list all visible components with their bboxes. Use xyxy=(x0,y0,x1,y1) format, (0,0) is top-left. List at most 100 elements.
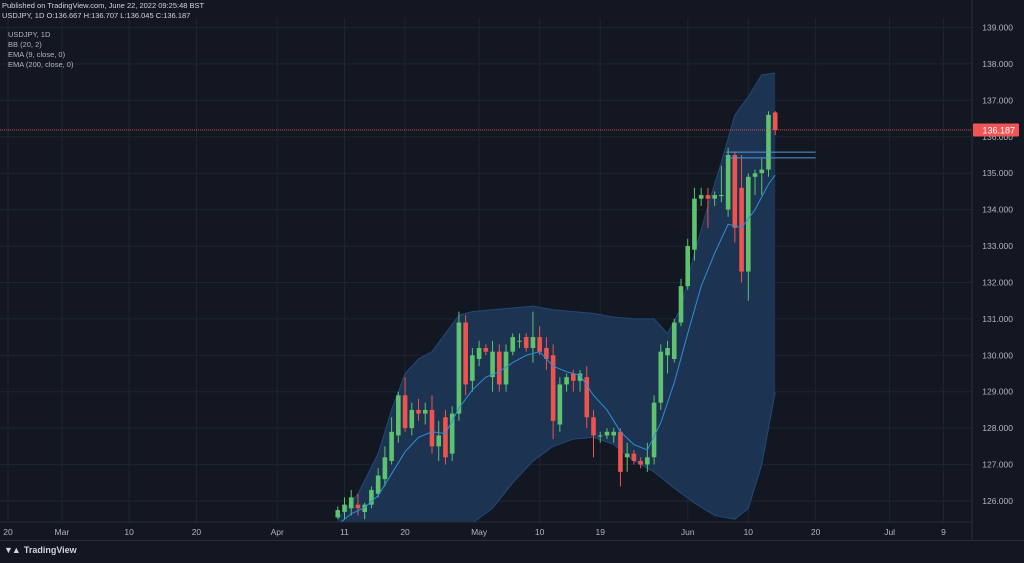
candle-94 xyxy=(638,457,643,469)
tradingview-brand[interactable]: ▼▲ TradingView xyxy=(4,545,77,555)
y-tick-label: 127.000 xyxy=(982,460,1013,470)
candle-76 xyxy=(517,333,522,349)
x-tick-label: 20 xyxy=(811,527,821,537)
x-tick-label: Jul xyxy=(884,527,895,537)
y-tick-label: 135.000 xyxy=(982,168,1013,178)
candle-58 xyxy=(396,391,401,443)
y-tick-label: 128.000 xyxy=(982,423,1013,433)
indicator-legend: USDJPY, 1D BB (20, 2) EMA (9, close, 0) … xyxy=(8,30,73,70)
y-tick-label: 137.000 xyxy=(982,95,1013,105)
y-tick-label: 138.000 xyxy=(982,59,1013,69)
x-tick-label: 10 xyxy=(124,527,134,537)
legend-ema200[interactable]: EMA (200, close, 0) xyxy=(8,60,74,69)
y-tick-label: 139.000 xyxy=(982,23,1013,33)
candle-109 xyxy=(739,154,744,283)
candle-102 xyxy=(692,187,697,261)
candle-72 xyxy=(490,340,495,392)
candle-52 xyxy=(355,493,361,516)
candle-90 xyxy=(611,428,616,443)
candle-81 xyxy=(550,344,556,440)
candle-98 xyxy=(665,340,670,374)
y-tick-label: 133.000 xyxy=(982,241,1013,251)
candle-65 xyxy=(443,409,448,465)
legend-ema9[interactable]: EMA (9, close, 0) xyxy=(8,50,66,59)
candle-100 xyxy=(678,278,684,327)
y-tick-label: 131.000 xyxy=(982,314,1013,324)
candle-75 xyxy=(510,333,516,356)
candle-53 xyxy=(362,502,367,520)
x-tick-label: 10 xyxy=(744,527,754,537)
candle-108 xyxy=(732,151,738,243)
candle-99 xyxy=(671,318,677,363)
y-tick-label: 132.000 xyxy=(982,277,1013,287)
chart-header: Published on TradingView.com, June 22, 2… xyxy=(2,1,204,21)
x-tick-label: 20 xyxy=(3,527,13,537)
y-tick-label: 126.000 xyxy=(982,496,1013,506)
y-tick-label: 129.000 xyxy=(982,387,1013,397)
candle-80 xyxy=(544,337,549,370)
candle-97 xyxy=(658,344,664,410)
price-chart[interactable]: 126.000 127.000 128.000 129.000 130.000 131.0… xyxy=(0,0,1024,540)
bollinger-upper-line xyxy=(337,72,776,520)
last-price-text: 136.187 xyxy=(982,125,1015,135)
candle-67 xyxy=(456,311,462,421)
candle-77 xyxy=(523,333,529,352)
x-tick-label: Mar xyxy=(55,527,70,537)
candle-104 xyxy=(705,187,711,228)
candle-105 xyxy=(712,191,717,206)
candle-112 xyxy=(759,158,765,196)
candle-101 xyxy=(685,238,691,290)
time-axis[interactable]: 20 Mar 10 20 Apr 11 20 May 10 19 Jun 10 20 Jul 9 xyxy=(0,521,972,537)
candle-50 xyxy=(342,497,347,520)
candle-61 xyxy=(416,399,421,421)
candle-74 xyxy=(503,344,509,392)
candle-73 xyxy=(496,344,502,392)
candle-60 xyxy=(409,402,415,436)
ohlc-line: USDJPY, 1D O:136.667 H:136.707 L:136.045… xyxy=(2,11,191,20)
x-tick-label: 20 xyxy=(192,527,202,537)
y-tick-label: 130.000 xyxy=(982,350,1013,360)
drawn-horizontal-lines xyxy=(726,151,816,159)
tradingview-logo-icon: ▼▲ xyxy=(4,545,21,555)
candle-51 xyxy=(348,490,354,516)
legend-bb[interactable]: BB (20, 2) xyxy=(8,40,42,49)
candle-91 xyxy=(618,428,623,487)
candle-79 xyxy=(537,326,542,356)
price-axis[interactable]: 126.000 127.000 128.000 129.000 130.000 131.0… xyxy=(971,0,1013,540)
candle-62 xyxy=(422,402,428,425)
candle-95 xyxy=(645,442,650,472)
candle-70 xyxy=(476,340,482,367)
y-tick-label: 134.000 xyxy=(982,205,1013,215)
candle-111 xyxy=(752,169,758,196)
footer-bar xyxy=(0,540,1024,563)
candle-96 xyxy=(651,395,657,465)
candle-114 xyxy=(772,111,778,136)
x-tick-label: May xyxy=(471,527,488,537)
candle-68 xyxy=(463,315,468,396)
candle-64 xyxy=(436,420,442,461)
candle-86 xyxy=(584,366,590,429)
candle-82 xyxy=(557,377,563,432)
published-text: Published on TradingView.com, June 22, 2… xyxy=(2,1,205,10)
candle-88 xyxy=(597,431,603,443)
ema9-line xyxy=(340,174,776,522)
x-tick-label: 10 xyxy=(535,527,545,537)
candle-49 xyxy=(335,506,341,520)
candle-63 xyxy=(429,395,435,454)
candle-106 xyxy=(719,165,724,203)
x-tick-label: Jun xyxy=(681,527,695,537)
candle-107 xyxy=(725,147,731,217)
candle-78 xyxy=(530,311,536,363)
legend-symbol[interactable]: USDJPY, 1D xyxy=(8,30,51,39)
candle-113 xyxy=(766,111,771,177)
candle-87 xyxy=(591,409,596,458)
candle-69 xyxy=(470,348,475,392)
bollinger-band-fill xyxy=(337,73,776,522)
last-price-label: 136.187 xyxy=(973,123,1019,137)
candles xyxy=(335,111,778,520)
brand-name: TradingView xyxy=(23,545,77,555)
bollinger-lower-line xyxy=(472,391,776,522)
candle-54 xyxy=(369,486,374,509)
candle-83 xyxy=(564,373,569,392)
candle-110 xyxy=(746,173,751,301)
